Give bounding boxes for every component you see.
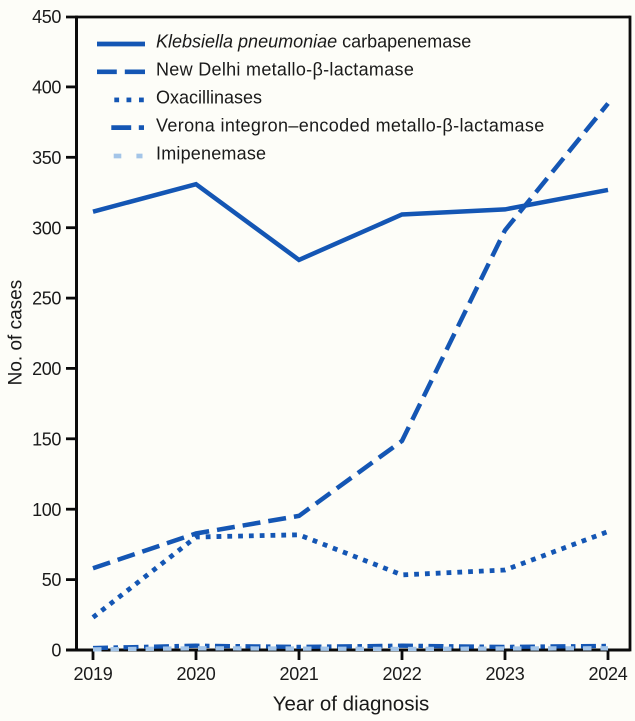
svg-text:2021: 2021	[279, 664, 318, 684]
svg-text:2024: 2024	[588, 664, 627, 684]
svg-text:Klebsiella pneumoniae carbapen: Klebsiella pneumoniae carbapenemase	[156, 32, 471, 52]
svg-text:350: 350	[32, 148, 61, 168]
svg-text:50: 50	[42, 570, 62, 590]
svg-text:150: 150	[32, 429, 61, 449]
svg-text:Year of diagnosis: Year of diagnosis	[273, 692, 430, 715]
svg-text:2020: 2020	[176, 664, 215, 684]
svg-text:300: 300	[32, 218, 61, 238]
svg-text:New Delhi metallo-β-lactamase: New Delhi metallo-β-lactamase	[156, 60, 414, 80]
svg-text:Imipenemase: Imipenemase	[156, 144, 266, 164]
svg-text:450: 450	[32, 7, 61, 27]
svg-text:Verona integron–encoded metall: Verona integron–encoded metallo-β-lactam…	[156, 116, 545, 136]
svg-text:2023: 2023	[485, 664, 524, 684]
svg-text:2019: 2019	[73, 664, 112, 684]
svg-text:250: 250	[32, 289, 61, 309]
svg-text:200: 200	[32, 359, 61, 379]
svg-text:No. of cases: No. of cases	[6, 280, 27, 386]
svg-text:2022: 2022	[382, 664, 421, 684]
svg-text:0: 0	[51, 641, 61, 661]
svg-text:100: 100	[32, 500, 61, 520]
svg-text:400: 400	[32, 78, 61, 98]
svg-text:Oxacillinases: Oxacillinases	[156, 88, 262, 108]
